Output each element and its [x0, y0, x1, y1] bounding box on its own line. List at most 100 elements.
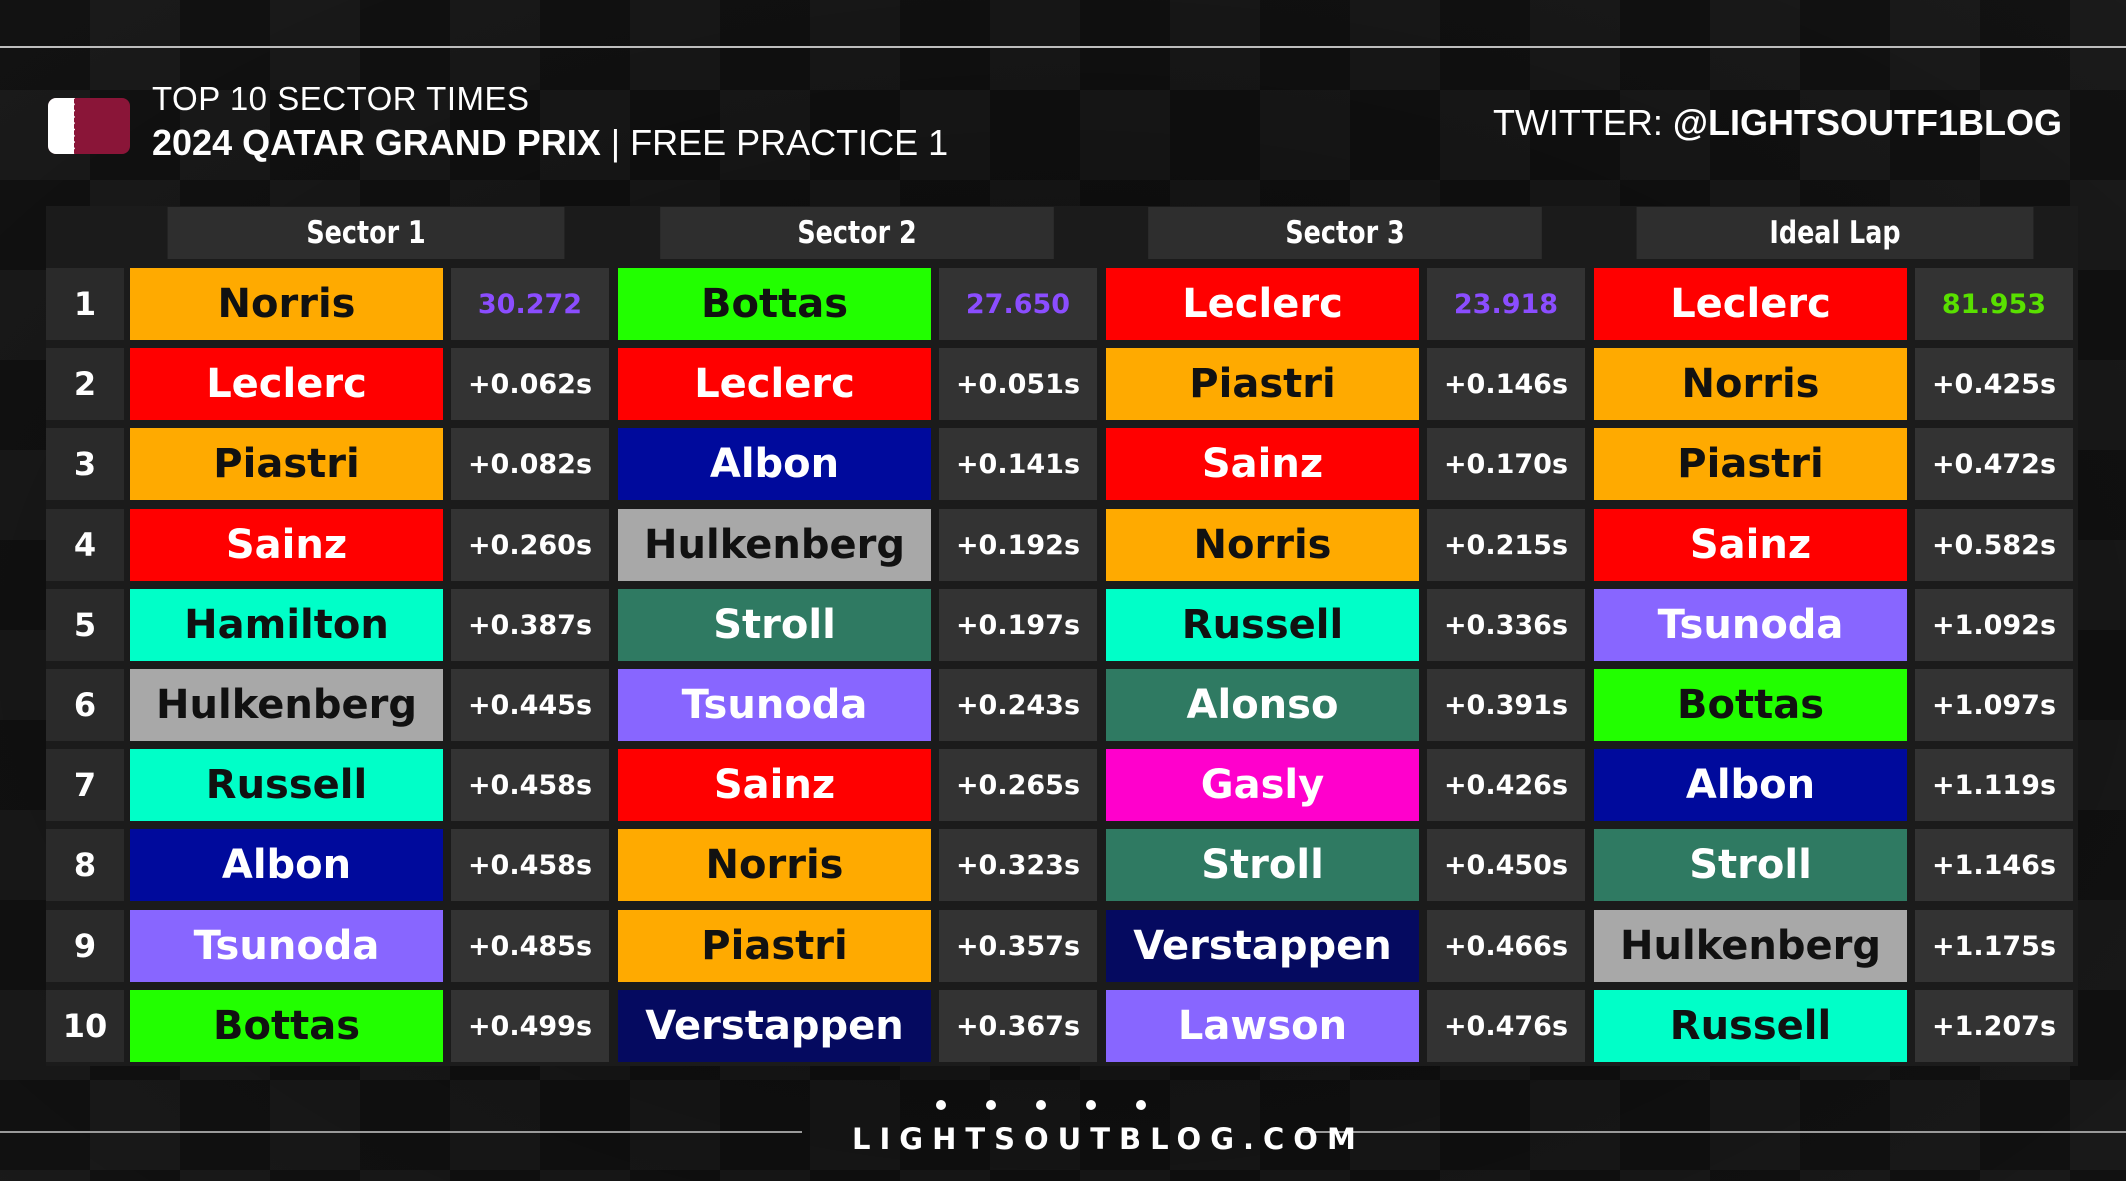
- driver-cell: Verstappen: [618, 990, 931, 1062]
- column-header-sector-1: Sector 1: [167, 207, 565, 259]
- gap-time-cell: +0.582s: [1915, 509, 2073, 581]
- best-time-cell: 30.272: [451, 268, 609, 340]
- gap-time-cell: +0.450s: [1427, 829, 1585, 901]
- driver-cell: Bottas: [618, 268, 931, 340]
- twitter-label: TWITTER:: [1492, 102, 1673, 143]
- driver-cell: Norris: [1106, 509, 1419, 581]
- position-number: 5: [46, 589, 124, 661]
- gap-time-cell: +0.367s: [939, 990, 1097, 1062]
- top-divider: [0, 46, 2126, 48]
- driver-cell: Tsunoda: [618, 669, 931, 741]
- gap-time-cell: +0.192s: [939, 509, 1097, 581]
- driver-cell: Hulkenberg: [1594, 910, 1907, 982]
- driver-cell: Norris: [130, 268, 443, 340]
- graphic-title: TOP 10 SECTOR TIMES: [152, 80, 530, 117]
- position-number: 1: [46, 268, 124, 340]
- driver-cell: Stroll: [618, 589, 931, 661]
- driver-cell: Stroll: [1106, 829, 1419, 901]
- driver-cell: Leclerc: [1594, 268, 1907, 340]
- gap-time-cell: +0.243s: [939, 669, 1097, 741]
- gap-time-cell: +0.051s: [939, 348, 1097, 420]
- gap-time-cell: +0.336s: [1427, 589, 1585, 661]
- twitter-credit: TWITTER: @LIGHTSOUTF1BLOG: [1493, 102, 2062, 144]
- gap-time-cell: +0.141s: [939, 428, 1097, 500]
- footer-rule-right: [1302, 1131, 2126, 1133]
- driver-cell: Russell: [130, 749, 443, 821]
- best-time-cell: 23.918: [1427, 268, 1585, 340]
- position-number: 4: [46, 509, 124, 581]
- best-time-cell: 81.953: [1915, 268, 2073, 340]
- gap-time-cell: +1.146s: [1915, 829, 2073, 901]
- event-name: 2024 QATAR GRAND PRIX: [152, 122, 601, 163]
- gap-time-cell: +0.391s: [1427, 669, 1585, 741]
- column-header-ideal-lap: Ideal Lap: [1636, 207, 2034, 259]
- gap-time-cell: +0.260s: [451, 509, 609, 581]
- session-name: FREE PRACTICE 1: [630, 122, 949, 163]
- gap-time-cell: +0.197s: [939, 589, 1097, 661]
- gap-time-cell: +0.425s: [1915, 348, 2073, 420]
- driver-cell: Tsunoda: [130, 910, 443, 982]
- driver-cell: Sainz: [130, 509, 443, 581]
- driver-cell: Albon: [1594, 749, 1907, 821]
- driver-cell: Sainz: [1106, 428, 1419, 500]
- position-number: 10: [46, 990, 124, 1062]
- gap-time-cell: +0.476s: [1427, 990, 1585, 1062]
- driver-cell: Norris: [618, 829, 931, 901]
- driver-cell: Bottas: [130, 990, 443, 1062]
- gap-time-cell: +0.458s: [451, 749, 609, 821]
- gap-time-cell: +1.097s: [1915, 669, 2073, 741]
- gap-time-cell: +0.485s: [451, 910, 609, 982]
- driver-cell: Piastri: [130, 428, 443, 500]
- driver-cell: Piastri: [618, 910, 931, 982]
- gap-time-cell: +0.499s: [451, 990, 609, 1062]
- position-number: 2: [46, 348, 124, 420]
- gap-time-cell: +1.119s: [1915, 749, 2073, 821]
- driver-cell: Alonso: [1106, 669, 1419, 741]
- qatar-flag-icon: [48, 98, 130, 154]
- title-separator: |: [600, 122, 631, 163]
- position-number: 9: [46, 910, 124, 982]
- driver-cell: Russell: [1594, 990, 1907, 1062]
- footer-dots: [936, 1100, 1146, 1110]
- driver-cell: Bottas: [1594, 669, 1907, 741]
- driver-cell: Stroll: [1594, 829, 1907, 901]
- driver-cell: Hulkenberg: [130, 669, 443, 741]
- gap-time-cell: +0.472s: [1915, 428, 2073, 500]
- footer-rule-left: [0, 1131, 802, 1133]
- driver-cell: Russell: [1106, 589, 1419, 661]
- gap-time-cell: +0.170s: [1427, 428, 1585, 500]
- site-url: LIGHTSOUTBLOG.COM: [852, 1122, 1365, 1156]
- driver-cell: Sainz: [618, 749, 931, 821]
- driver-cell: Leclerc: [130, 348, 443, 420]
- gap-time-cell: +1.207s: [1915, 990, 2073, 1062]
- gap-time-cell: +0.387s: [451, 589, 609, 661]
- driver-cell: Leclerc: [618, 348, 931, 420]
- twitter-handle: @LIGHTSOUTF1BLOG: [1672, 102, 2062, 143]
- gap-time-cell: +0.357s: [939, 910, 1097, 982]
- gap-time-cell: +0.323s: [939, 829, 1097, 901]
- driver-cell: Sainz: [1594, 509, 1907, 581]
- column-header-sector-2: Sector 2: [660, 207, 1054, 259]
- driver-cell: Tsunoda: [1594, 589, 1907, 661]
- driver-cell: Lawson: [1106, 990, 1419, 1062]
- gap-time-cell: +0.445s: [451, 669, 609, 741]
- gap-time-cell: +0.082s: [451, 428, 609, 500]
- gap-time-cell: +0.265s: [939, 749, 1097, 821]
- gap-time-cell: +0.466s: [1427, 910, 1585, 982]
- driver-cell: Albon: [130, 829, 443, 901]
- driver-cell: Albon: [618, 428, 931, 500]
- gap-time-cell: +1.092s: [1915, 589, 2073, 661]
- gap-time-cell: +0.146s: [1427, 348, 1585, 420]
- position-number: 6: [46, 669, 124, 741]
- driver-cell: Norris: [1594, 348, 1907, 420]
- driver-cell: Gasly: [1106, 749, 1419, 821]
- best-time-cell: 27.650: [939, 268, 1097, 340]
- gap-time-cell: +0.215s: [1427, 509, 1585, 581]
- column-header-sector-3: Sector 3: [1148, 207, 1542, 259]
- position-number: 3: [46, 428, 124, 500]
- gap-time-cell: +0.062s: [451, 348, 609, 420]
- driver-cell: Hulkenberg: [618, 509, 931, 581]
- driver-cell: Piastri: [1106, 348, 1419, 420]
- gap-time-cell: +1.175s: [1915, 910, 2073, 982]
- gap-time-cell: +0.426s: [1427, 749, 1585, 821]
